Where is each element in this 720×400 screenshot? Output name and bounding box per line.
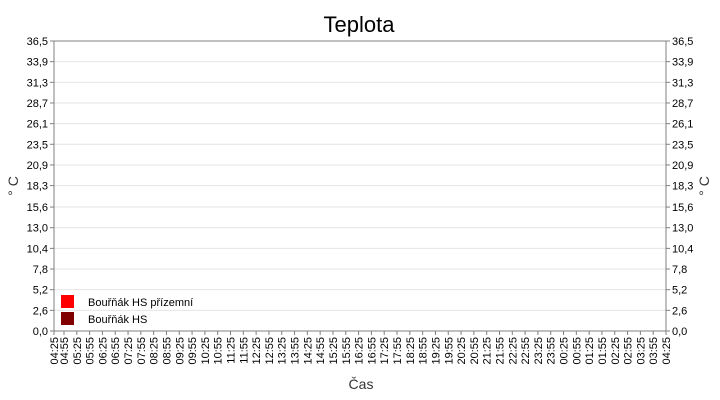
x-tick-label: 15:55 — [341, 337, 353, 365]
y-tick-label-right: 33,9 — [672, 57, 693, 69]
legend-label-hs: Bouřňák HS — [88, 314, 147, 326]
x-tick-label: 11:25 — [226, 337, 238, 364]
x-tick-label: 20:55 — [469, 337, 481, 365]
y-tick-label: 10,4 — [27, 243, 48, 255]
y-tick-label: 7,8 — [33, 264, 48, 276]
y-tick-label-right: 31,3 — [672, 77, 693, 89]
x-tick-label: 18:25 — [405, 337, 417, 365]
x-tick-label: 08:25 — [149, 337, 161, 365]
y-axis-label-left: ° C — [5, 176, 21, 196]
x-tick-label: 04:25 — [49, 337, 61, 365]
y-axis-left: 0,0 2,6 5,2 7,8 10,4 13,0 15,6 18,3 20,9 23,5 26,1… — [27, 36, 54, 338]
x-tick-label: 10:55 — [213, 337, 225, 365]
x-tick-label: 03:55 — [648, 337, 660, 365]
x-tick-label: 06:55 — [110, 337, 122, 365]
x-tick-label: 13:55 — [290, 337, 302, 365]
x-tick-label: 10:25 — [200, 337, 212, 365]
y-tick-label: 18,3 — [27, 181, 48, 193]
y-tick-label: 15,6 — [27, 202, 48, 214]
y-tick-label-right: 23,5 — [672, 139, 693, 151]
x-tick-label: 17:55 — [392, 337, 404, 365]
y-tick-label: 5,2 — [33, 285, 48, 297]
grid — [54, 61, 666, 311]
x-tick-label: 18:55 — [418, 337, 430, 365]
y-tick-label: 20,9 — [27, 160, 48, 172]
chart-title: Teplota — [324, 12, 396, 37]
x-tick-label: 15:25 — [328, 337, 340, 365]
y-tick-label: 36,5 — [27, 36, 48, 48]
x-tick-label: 12:55 — [264, 337, 276, 365]
x-tick-label: 05:55 — [85, 337, 97, 365]
y-axis-label-right: ° C — [696, 176, 712, 196]
legend: Bouřňák HS přízemní Bouřňák HS — [61, 295, 193, 326]
y-tick-label-right: 10,4 — [672, 243, 693, 255]
x-tick-label: 04:55 — [59, 337, 71, 365]
legend-swatch-hs — [61, 312, 74, 325]
x-tick-label: 23:25 — [533, 337, 545, 365]
y-tick-label: 0,0 — [33, 326, 48, 338]
x-tick-label: 16:55 — [366, 337, 378, 365]
y-tick-label: 33,9 — [27, 57, 48, 69]
x-tick-label: 11:55 — [238, 337, 250, 364]
x-tick-label: 17:25 — [379, 337, 391, 365]
y-tick-label: 26,1 — [27, 119, 48, 131]
x-tick-label: 05:25 — [72, 337, 84, 365]
x-tick-label: 23:55 — [546, 337, 558, 365]
y-tick-label-right: 15,6 — [672, 202, 693, 214]
x-tick-label: 20:25 — [456, 337, 468, 365]
x-tick-label: 07:25 — [123, 337, 135, 365]
x-tick-label: 22:55 — [520, 337, 532, 365]
y-tick-label-right: 28,7 — [672, 98, 693, 110]
y-tick-label: 2,6 — [33, 305, 48, 317]
x-tick-label: 09:25 — [174, 337, 186, 365]
x-tick-label: 09:55 — [187, 337, 199, 365]
y-tick-label-right: 18,3 — [672, 181, 693, 193]
x-tick-label: 02:55 — [623, 337, 635, 365]
y-tick-label-right: 13,0 — [672, 223, 693, 235]
x-tick-label: 22:25 — [507, 337, 519, 365]
x-tick-label: 19:55 — [443, 337, 455, 365]
x-tick-label: 02:25 — [610, 337, 622, 365]
x-axis-label: Čas — [349, 376, 374, 392]
x-tick-label: 14:25 — [302, 337, 314, 365]
x-tick-label: 14:55 — [315, 337, 327, 365]
y-tick-label-right: 5,2 — [672, 285, 687, 297]
x-tick-label: 21:25 — [482, 337, 494, 365]
x-tick-label: 06:25 — [97, 337, 109, 365]
x-tick-label: 01:25 — [584, 337, 596, 365]
x-tick-label: 19:25 — [430, 337, 442, 365]
y-tick-label-right: 26,1 — [672, 119, 693, 131]
y-tick-label-right: 36,5 — [672, 36, 693, 48]
x-tick-label: 16:25 — [354, 337, 366, 365]
y-tick-label: 31,3 — [27, 77, 48, 89]
y-tick-label: 13,0 — [27, 223, 48, 235]
x-tick-label: 03:25 — [635, 337, 647, 365]
legend-label-prizemni: Bouřňák HS přízemní — [88, 297, 193, 309]
x-tick-label: 07:55 — [136, 337, 148, 365]
x-tick-label: 21:55 — [494, 337, 506, 365]
y-axis-right: 0,0 2,6 5,2 7,8 10,4 13,0 15,6 18,3 20,9 23,5 26,1… — [666, 36, 693, 338]
y-tick-label-right: 7,8 — [672, 264, 687, 276]
x-tick-label: 00:25 — [559, 337, 571, 365]
x-tick-label: 13:25 — [277, 337, 289, 365]
y-tick-label: 23,5 — [27, 139, 48, 151]
y-tick-label-right: 0,0 — [672, 326, 687, 338]
y-tick-label-right: 2,6 — [672, 305, 687, 317]
y-tick-label-right: 20,9 — [672, 160, 693, 172]
x-tick-label: 08:55 — [161, 337, 173, 365]
x-tick-label: 00:55 — [571, 337, 583, 365]
legend-swatch-prizemni — [61, 295, 74, 308]
x-tick-label: 04:25 — [661, 337, 673, 365]
x-tick-label: 12:25 — [251, 337, 263, 365]
x-tick-label: 01:55 — [597, 337, 609, 365]
y-tick-label: 28,7 — [27, 98, 48, 110]
